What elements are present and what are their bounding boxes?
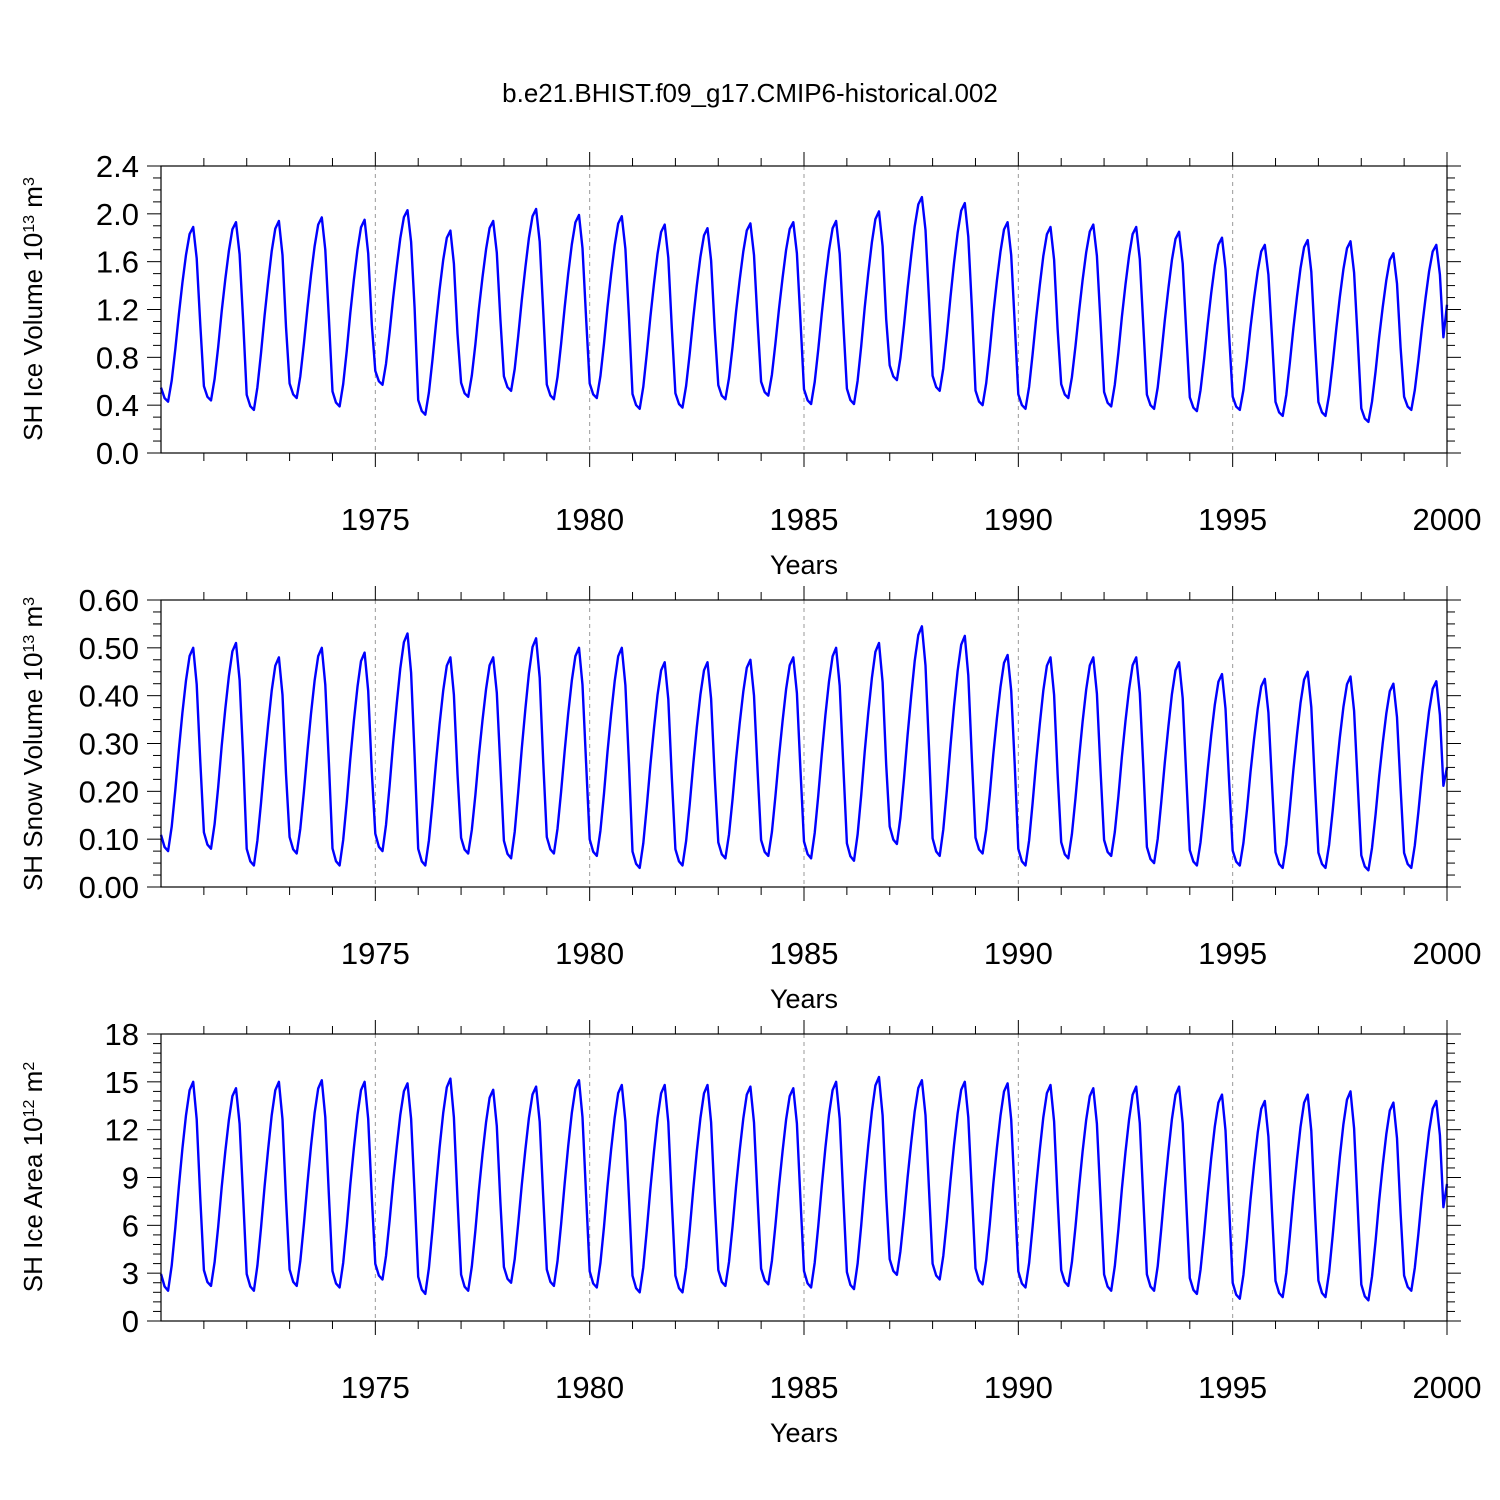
- x-tick-label: 1980: [555, 1370, 624, 1405]
- plot-frame: [160, 1033, 1448, 1322]
- x-tick-label: 2000: [1413, 936, 1482, 971]
- series-line: [159, 1075, 1449, 1302]
- x-tick-label: 1990: [984, 502, 1053, 537]
- figure-title: b.e21.BHIST.f09_g17.CMIP6-historical.002: [502, 78, 998, 108]
- x-axis-label: Years: [770, 550, 838, 580]
- series-line: [159, 195, 1449, 424]
- y-tick-label: 0: [122, 1304, 139, 1339]
- y-tick-label: 0.00: [79, 870, 139, 905]
- y-tick-label: 1.2: [96, 293, 139, 328]
- chart-panel-1: 1975 1980 1985 1990 1995 2000 0.0 0.4 0.8 1.2 1.6 2…: [18, 149, 1481, 580]
- y-tick-label: 0.4: [96, 388, 139, 423]
- x-tick-label: 1995: [1198, 936, 1267, 971]
- x-tick-label: 1980: [555, 502, 624, 537]
- plot-frame: [160, 165, 1448, 454]
- x-tick-label: 1980: [555, 936, 624, 971]
- y-tick-label: 1.6: [96, 245, 139, 280]
- y-tick-label: 15: [105, 1065, 139, 1100]
- y-tick-label: 0.10: [79, 822, 139, 857]
- x-tick-label: 1995: [1198, 502, 1267, 537]
- x-tick-label: 1975: [341, 936, 410, 971]
- y-tick-label: 0.50: [79, 631, 139, 666]
- x-tick-label: 1975: [341, 502, 410, 537]
- y-axis-label: SH Ice Volume 1013 m3: [18, 177, 48, 441]
- y-tick-label: 6: [122, 1208, 139, 1243]
- plot-frame: [160, 599, 1448, 888]
- x-tick-label: 2000: [1413, 502, 1482, 537]
- x-tick-label: 1985: [770, 502, 839, 537]
- y-axis-label: SH Ice Area 1012 m2: [18, 1062, 48, 1293]
- x-tick-label: 1990: [984, 1370, 1053, 1405]
- x-tick-label: 1990: [984, 936, 1053, 971]
- y-tick-label: 2.0: [96, 197, 139, 232]
- y-tick-label: 2.4: [96, 149, 139, 184]
- y-axis-label: SH Snow Volume 1013 m3: [18, 597, 48, 891]
- x-axis-label: Years: [770, 1418, 838, 1448]
- y-tick-label: 0.20: [79, 774, 139, 809]
- y-tick-label: 0.8: [96, 340, 139, 375]
- x-tick-label: 1995: [1198, 1370, 1267, 1405]
- y-tick-label: 12: [105, 1113, 139, 1148]
- y-tick-label: 0.30: [79, 727, 139, 762]
- x-tick-label: 2000: [1413, 1370, 1482, 1405]
- x-tick-label: 1975: [341, 1370, 410, 1405]
- y-tick-label: 0.40: [79, 679, 139, 714]
- y-tick-label: 3: [122, 1256, 139, 1291]
- x-tick-label: 1985: [770, 936, 839, 971]
- chart-panel-2: 1975 1980 1985 1990 1995 2000 0.00 0.10 0.20 0.30…: [18, 583, 1481, 1014]
- y-tick-label: 9: [122, 1161, 139, 1196]
- x-axis-label: Years: [770, 984, 838, 1014]
- series-line: [159, 625, 1449, 872]
- y-tick-label: 18: [105, 1017, 139, 1052]
- y-tick-label: 0.0: [96, 436, 139, 471]
- x-tick-label: 1985: [770, 1370, 839, 1405]
- chart-panel-3: 1975 1980 1985 1990 1995 2000 0 3 6 9 12 15 18 Years S…: [18, 1017, 1481, 1448]
- y-tick-label: 0.60: [79, 583, 139, 618]
